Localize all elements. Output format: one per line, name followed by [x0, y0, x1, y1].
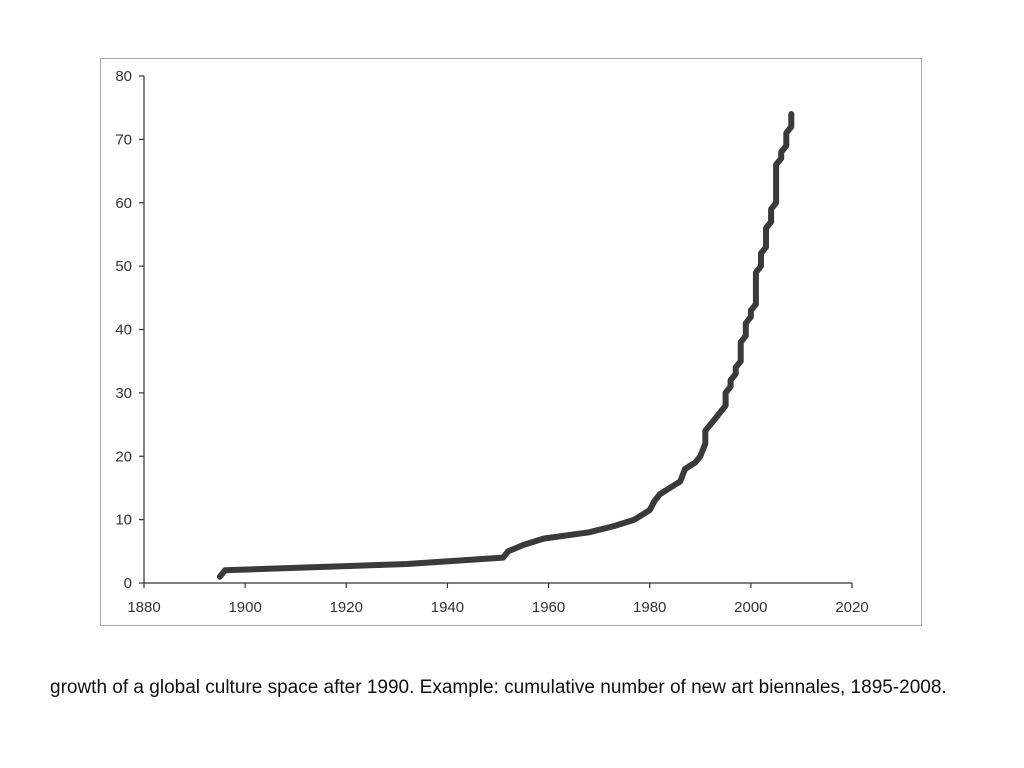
chart-frame: 0 10 20 30 40 50 60 70 80 1880 1900 1920 1940 1960 198…: [100, 58, 922, 626]
x-tick-label-1880: 1880: [127, 599, 160, 616]
x-tick-label-2020: 2020: [835, 599, 868, 616]
x-tick-label-1940: 1940: [431, 599, 464, 616]
y-tick-label-70: 70: [115, 131, 132, 148]
y-tick-label-0: 0: [124, 575, 132, 592]
x-tick-label-2000: 2000: [734, 599, 767, 616]
y-tick-label-60: 60: [115, 195, 132, 212]
y-tick-label-30: 30: [115, 385, 132, 402]
x-tick-label-1920: 1920: [330, 599, 363, 616]
x-tick-label-1900: 1900: [228, 599, 261, 616]
y-tick-label-20: 20: [115, 448, 132, 465]
y-tick-label-80: 80: [115, 68, 132, 85]
series-line-0: [216, 111, 795, 580]
x-tick-label-1980: 1980: [633, 599, 666, 616]
y-tick-label-10: 10: [115, 512, 132, 529]
x-tick-label-1960: 1960: [532, 599, 565, 616]
figure-caption: growth of a global culture space after 1…: [50, 677, 947, 698]
y-tick-label-40: 40: [115, 322, 132, 339]
line-chart: 0 10 20 30 40 50 60 70 80 1880 1900 1920 1940 1960 198…: [115, 68, 868, 616]
y-tick-label-50: 50: [115, 258, 132, 275]
